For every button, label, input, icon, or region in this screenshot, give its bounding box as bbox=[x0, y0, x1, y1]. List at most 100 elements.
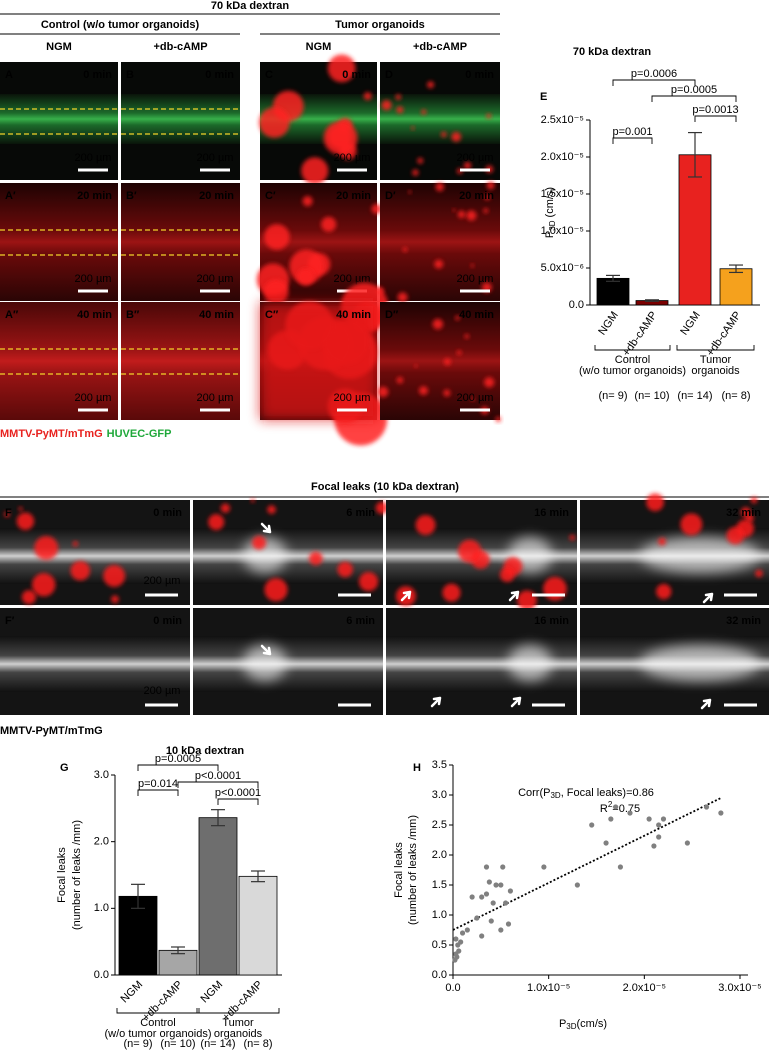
y-tick-label: 1.0 bbox=[94, 902, 109, 914]
organoid bbox=[34, 535, 59, 560]
micrograph bbox=[121, 302, 240, 420]
point bbox=[486, 879, 492, 885]
organoid bbox=[440, 131, 447, 138]
organoid bbox=[375, 501, 388, 515]
organoid bbox=[371, 203, 382, 215]
micrograph bbox=[0, 500, 190, 605]
y-tick-label: 3.0 bbox=[94, 769, 109, 781]
panel-time: 40 min bbox=[459, 309, 494, 321]
point bbox=[498, 882, 504, 888]
organoid bbox=[72, 541, 79, 547]
organoid bbox=[543, 576, 567, 601]
bar bbox=[238, 875, 278, 976]
significance-bracket bbox=[612, 79, 696, 86]
scale-label: 200 µm bbox=[334, 273, 371, 285]
x-tick-label: 2.0x10⁻⁵ bbox=[623, 982, 666, 994]
panel-label: B″ bbox=[126, 309, 140, 321]
significance-bracket bbox=[217, 798, 259, 805]
section-title: Focal leaks (10 kDa dextran) bbox=[311, 481, 459, 493]
panel-label: C bbox=[265, 69, 273, 81]
micrograph bbox=[121, 62, 240, 180]
organoid bbox=[18, 506, 23, 512]
organoid bbox=[412, 169, 419, 176]
micrograph bbox=[259, 54, 377, 185]
chart-title: 70 kDa dextran bbox=[573, 46, 652, 58]
organoid bbox=[252, 535, 267, 550]
panel-label: A″ bbox=[5, 309, 19, 321]
organoid bbox=[358, 571, 379, 592]
arrow bbox=[510, 696, 522, 708]
y-axis-label: Focal leaks bbox=[56, 847, 68, 903]
column-header: NGM bbox=[46, 41, 72, 53]
scale-label: 200 µm bbox=[457, 152, 494, 164]
organoid bbox=[466, 210, 477, 221]
scale-label: 200 µm bbox=[75, 273, 112, 285]
y-tick-label: 2.0 bbox=[94, 836, 109, 848]
n-label: (n= 10) bbox=[160, 1038, 195, 1050]
organoid bbox=[455, 315, 460, 321]
error-bar bbox=[171, 946, 185, 955]
point bbox=[464, 927, 470, 933]
micrograph bbox=[0, 302, 118, 420]
scale-label: 200 µm bbox=[457, 273, 494, 285]
x-tick-label: NGM bbox=[678, 310, 703, 338]
organoid bbox=[680, 513, 703, 536]
arrow bbox=[400, 590, 412, 602]
y-tick-label: 2.0x10⁻⁵ bbox=[541, 151, 584, 163]
micrograph bbox=[121, 183, 240, 301]
organoid bbox=[264, 224, 290, 250]
organoid bbox=[381, 99, 392, 111]
scale-label: 200 µm bbox=[197, 392, 234, 404]
organoid bbox=[415, 515, 436, 535]
legend-green: HUVEC-GFP bbox=[107, 428, 172, 440]
organoid bbox=[658, 537, 666, 546]
group-label: Tumor bbox=[222, 1017, 254, 1029]
organoid bbox=[755, 569, 763, 578]
scale-label: 200 µm bbox=[197, 273, 234, 285]
y-axis-label-sub: 3D bbox=[548, 220, 557, 230]
group-label: Tumor bbox=[700, 354, 732, 366]
annotation-sup: 2 bbox=[608, 800, 613, 809]
organoid bbox=[495, 416, 502, 423]
annotation: R2=0.75 bbox=[600, 800, 640, 815]
organoid bbox=[321, 216, 337, 232]
panel-time: 40 min bbox=[77, 309, 112, 321]
group-label: (w/o tumor organoids) bbox=[105, 1028, 212, 1040]
significance-bracket bbox=[651, 95, 737, 102]
y-axis-label: (number of leaks /mm) bbox=[71, 820, 83, 930]
micrograph bbox=[256, 183, 382, 305]
leak-glow bbox=[640, 537, 760, 573]
p-value: p=0.014 bbox=[138, 778, 178, 790]
organoid bbox=[396, 376, 404, 384]
bar bbox=[678, 154, 712, 306]
y-tick-label: 2.0 bbox=[432, 849, 447, 861]
micrograph bbox=[580, 608, 769, 715]
micrograph bbox=[386, 608, 577, 715]
organoid bbox=[470, 397, 475, 401]
panel-time: 20 min bbox=[77, 190, 112, 202]
point bbox=[454, 954, 460, 960]
vessel-band bbox=[0, 94, 118, 144]
organoid bbox=[745, 514, 754, 523]
vessel-band bbox=[121, 183, 240, 301]
organoid bbox=[486, 113, 492, 119]
organoid bbox=[70, 561, 91, 581]
point bbox=[656, 822, 662, 828]
point bbox=[608, 816, 614, 822]
bar bbox=[158, 949, 198, 976]
group-label: Control bbox=[615, 354, 650, 366]
diffuse-signal bbox=[260, 302, 377, 420]
p-value: p=0.0005 bbox=[671, 84, 717, 96]
legend: MMTV-PyMT/mTmG HUVEC-GFP bbox=[0, 428, 171, 440]
organoid bbox=[301, 157, 329, 185]
point bbox=[459, 930, 466, 936]
point bbox=[507, 888, 513, 894]
organoid bbox=[396, 106, 404, 114]
y-tick-label: 0.0 bbox=[432, 969, 447, 981]
organoid bbox=[397, 292, 408, 303]
organoid bbox=[452, 208, 456, 212]
point bbox=[505, 921, 512, 927]
point bbox=[500, 864, 506, 870]
organoid bbox=[250, 498, 255, 503]
arrow bbox=[702, 592, 714, 604]
